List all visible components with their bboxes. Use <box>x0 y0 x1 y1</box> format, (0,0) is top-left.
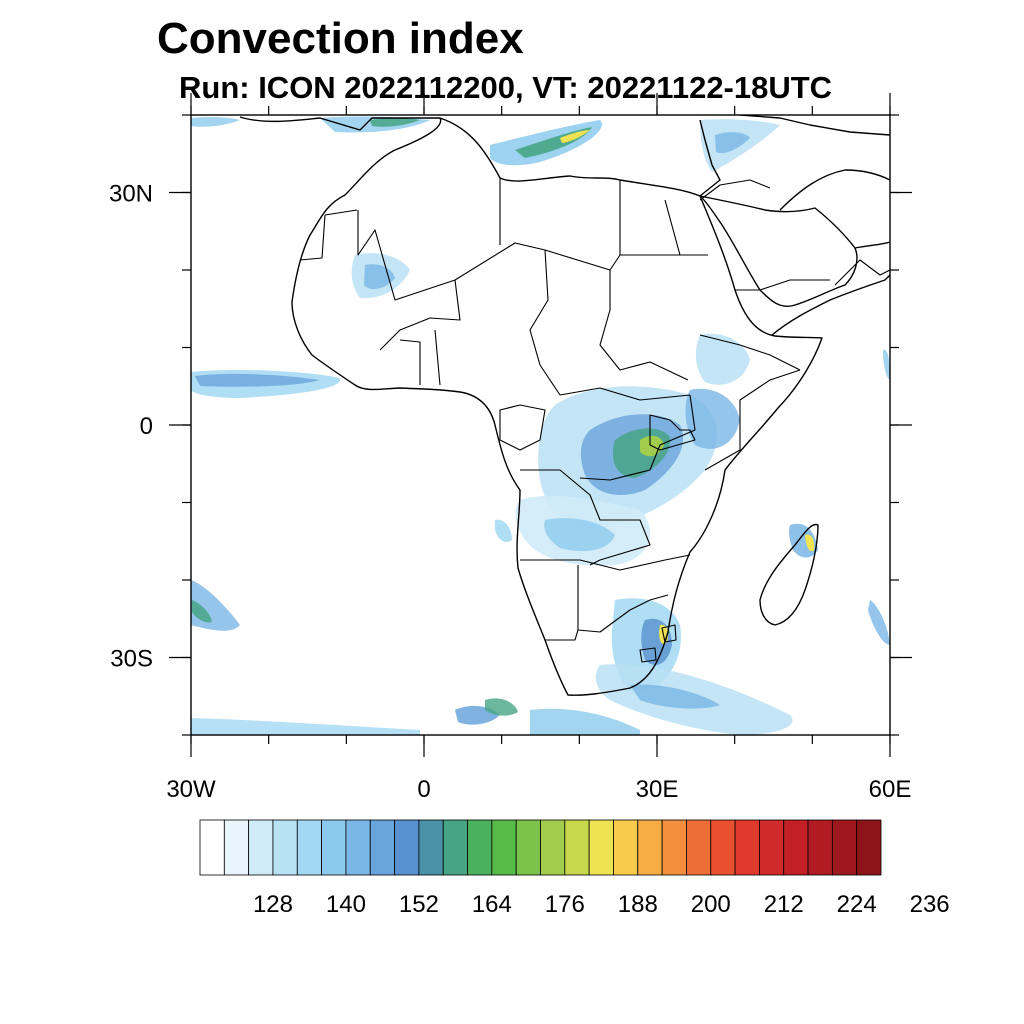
colorbar-box <box>491 819 517 876</box>
colorbar-label: 236 <box>910 891 950 918</box>
colorbar-label: 212 <box>764 891 804 918</box>
colorbar-box <box>199 819 225 876</box>
colorbar-label: 140 <box>326 891 366 918</box>
colorbar-label: 164 <box>472 891 512 918</box>
colorbar-label: 152 <box>399 891 439 918</box>
colorbar-box <box>807 819 833 876</box>
colorbar-box <box>564 819 590 876</box>
axis-ticks <box>169 93 912 757</box>
figure-subtitle: Run: ICON 2022112200, VT: 20221122-18UTC <box>179 70 833 105</box>
colorbar-labels: 128 140 152 164 176 188 200 212 224 236 <box>253 891 950 918</box>
colorbar-label: 224 <box>837 891 877 918</box>
colorbar-box <box>637 819 663 876</box>
y-tick-label: 30S <box>110 646 153 673</box>
colorbar-box <box>783 819 809 876</box>
colorbar-box <box>467 819 493 876</box>
border-layer <box>299 178 890 663</box>
colorbar <box>199 819 882 876</box>
colorbar-box <box>758 819 785 876</box>
colorbar-label: 188 <box>618 891 658 918</box>
colorbar-box <box>394 819 420 876</box>
convection-field <box>191 116 890 735</box>
colorbar-box <box>369 819 395 876</box>
colorbar-label: 128 <box>253 891 293 918</box>
x-tick-label: 30E <box>636 776 679 803</box>
colorbar-box <box>613 819 639 876</box>
y-tick-label: 0 <box>140 413 153 440</box>
colorbar-box <box>418 819 444 876</box>
coastline-layer <box>239 115 890 696</box>
axis-tick-labels: 30W 0 30E 60E 30N 0 30S <box>109 181 911 804</box>
x-tick-label: 30W <box>166 776 216 803</box>
colorbar-box <box>442 819 468 876</box>
colorbar-box <box>831 819 858 876</box>
colorbar-box <box>856 819 882 876</box>
colorbar-box <box>223 819 250 876</box>
x-tick-label: 60E <box>869 776 912 803</box>
colorbar-box <box>248 819 274 876</box>
colorbar-box <box>588 819 614 876</box>
colorbar-box <box>710 819 736 876</box>
colorbar-box <box>661 819 687 876</box>
colorbar-label: 200 <box>691 891 731 918</box>
colorbar-box <box>272 819 298 876</box>
x-tick-label: 0 <box>417 776 430 803</box>
colorbar-box <box>321 819 347 876</box>
colorbar-box <box>686 819 712 876</box>
colorbar-box <box>734 819 760 876</box>
colorbar-box <box>515 819 541 876</box>
colorbar-box <box>296 819 323 876</box>
figure-title: Convection index <box>157 14 524 63</box>
colorbar-box <box>345 819 371 876</box>
y-tick-label: 30N <box>109 181 153 208</box>
map-frame <box>190 114 891 736</box>
colorbar-label: 176 <box>545 891 585 918</box>
colorbar-box <box>540 819 566 876</box>
